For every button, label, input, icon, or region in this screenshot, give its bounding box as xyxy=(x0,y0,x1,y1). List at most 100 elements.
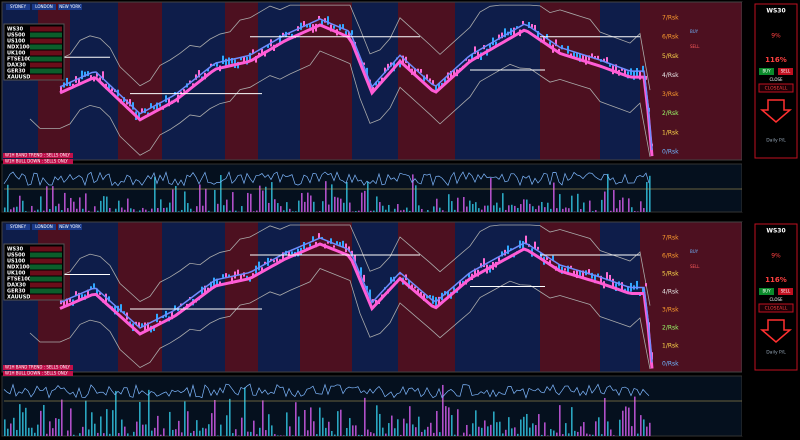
buy-button[interactable] xyxy=(759,288,774,295)
close-label[interactable]: CLOSE xyxy=(769,297,783,302)
volume-bar xyxy=(22,200,24,212)
candle xyxy=(450,70,452,79)
volume-bar xyxy=(142,207,144,212)
volume-bar xyxy=(289,426,291,436)
volume-bar xyxy=(235,210,237,212)
volume-bar xyxy=(424,429,426,436)
volume-bar xyxy=(169,411,171,436)
volume-bar xyxy=(430,422,432,436)
volume-bar xyxy=(133,431,135,436)
candle xyxy=(414,68,416,76)
volume-bar xyxy=(550,429,552,436)
candle xyxy=(135,321,137,325)
volume-bar xyxy=(394,428,396,436)
volume-bar xyxy=(400,434,402,436)
volume-bar xyxy=(604,397,606,436)
risk-label: 2/Rsk xyxy=(662,325,679,332)
candle xyxy=(516,26,518,29)
risk-label: 3/Rsk xyxy=(662,91,679,98)
volume-bar xyxy=(463,197,465,212)
table-cell xyxy=(30,246,62,252)
close-all-button[interactable] xyxy=(758,303,794,313)
candle xyxy=(543,36,545,44)
volume-bar xyxy=(16,429,18,436)
volume-bar xyxy=(67,430,69,436)
buy-button[interactable] xyxy=(759,68,774,75)
volume-bar xyxy=(355,425,357,436)
candle xyxy=(642,287,644,293)
table-symbol: DAX30 xyxy=(7,63,26,69)
volume-bar xyxy=(232,192,234,212)
candle xyxy=(312,236,314,242)
candle xyxy=(474,46,476,54)
candle xyxy=(600,275,602,283)
candle xyxy=(195,74,197,80)
table-cell xyxy=(30,50,62,56)
volume-bar xyxy=(274,199,276,212)
volume-bar xyxy=(226,199,228,212)
volume-bar xyxy=(124,426,126,436)
volume-bar xyxy=(484,205,486,212)
volume-bar xyxy=(49,208,51,212)
volume-bar xyxy=(286,202,288,212)
volume-bar xyxy=(211,413,213,436)
candle xyxy=(78,78,80,85)
table-symbol: FTSE100 xyxy=(7,277,32,283)
session-band xyxy=(640,222,742,372)
candle xyxy=(411,284,413,289)
volume-bar xyxy=(73,434,75,436)
volume-bar xyxy=(343,435,345,436)
close-all-button[interactable] xyxy=(758,83,794,93)
candle xyxy=(504,28,506,38)
volume-bar xyxy=(31,427,33,436)
candle xyxy=(387,63,389,71)
candle xyxy=(111,88,113,92)
candle xyxy=(645,283,647,287)
volume-bar xyxy=(43,404,45,436)
indicator-label: W1H BAND TREND : SELLS ONLY xyxy=(5,153,70,158)
sell-button[interactable] xyxy=(778,288,793,295)
volume-bar xyxy=(346,427,348,436)
volume-bar xyxy=(592,434,594,436)
volume-bar xyxy=(361,192,363,212)
volume-bar xyxy=(244,387,246,436)
volume-bar xyxy=(622,410,624,436)
volume-bar xyxy=(451,415,453,436)
volume-bar xyxy=(559,405,561,436)
volume-bar xyxy=(637,433,639,436)
volume-bar xyxy=(613,190,615,212)
volume-bar xyxy=(253,420,255,436)
candle xyxy=(360,267,362,276)
session-band xyxy=(600,2,640,160)
candle xyxy=(138,113,140,120)
sell-button[interactable] xyxy=(778,68,793,75)
volume-bar xyxy=(574,430,576,436)
candle xyxy=(576,53,578,58)
price-scale xyxy=(742,2,752,212)
volume-bar xyxy=(331,184,333,212)
volume-bar xyxy=(565,207,567,212)
candle xyxy=(141,108,143,113)
daily-label: Daily P/L xyxy=(766,138,786,144)
volume-bar xyxy=(394,208,396,212)
volume-bar xyxy=(190,208,192,212)
volume-bar xyxy=(256,210,258,212)
volume-bar xyxy=(589,434,591,436)
volume-bar xyxy=(58,418,60,436)
candle xyxy=(306,23,308,28)
volume-bar xyxy=(178,211,180,212)
side-symbol: WS30 xyxy=(766,228,785,235)
volume-bar xyxy=(10,209,12,212)
table-cell xyxy=(30,294,62,300)
candle xyxy=(495,41,497,47)
volume-bar xyxy=(505,209,507,212)
volume-bar xyxy=(442,210,444,212)
candle xyxy=(66,77,68,87)
volume-bar xyxy=(250,431,252,436)
volume-bar xyxy=(364,397,366,436)
session-label: LONDON xyxy=(35,224,52,229)
volume-bar xyxy=(247,192,249,212)
close-label[interactable]: CLOSE xyxy=(769,77,783,82)
volume-bar xyxy=(505,429,507,436)
candle xyxy=(591,53,593,58)
